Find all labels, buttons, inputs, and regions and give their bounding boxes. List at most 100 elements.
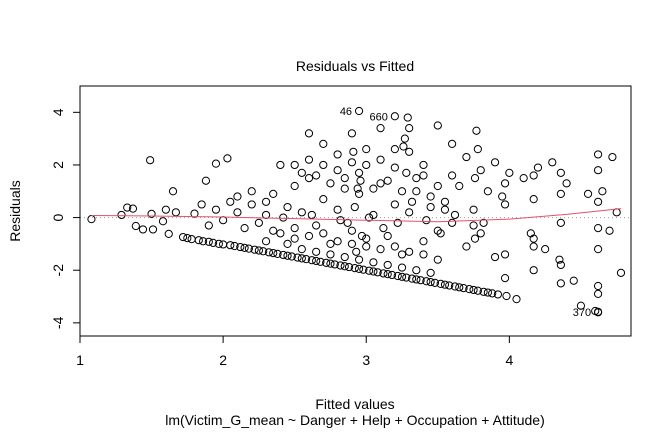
data-point-8 — [148, 225, 158, 234]
data-point-110 — [541, 245, 550, 254]
data-point-39 — [269, 249, 278, 258]
data-point-170 — [426, 202, 435, 212]
data-point-159 — [347, 226, 357, 235]
data-point-199 — [376, 155, 385, 164]
data-point-253 — [399, 142, 408, 151]
data-point-243 — [379, 224, 388, 233]
data-point-148 — [269, 189, 278, 198]
data-point-259 — [469, 221, 478, 230]
data-point-198 — [369, 184, 378, 193]
data-point-169 — [419, 237, 428, 246]
data-point-247 — [357, 231, 367, 241]
data-point-167 — [405, 208, 414, 217]
data-point-24 — [214, 239, 223, 248]
data-point-83 — [426, 277, 435, 287]
data-point-67 — [369, 267, 378, 276]
data-point-59 — [340, 262, 349, 271]
data-point-114 — [569, 276, 578, 285]
data-point-28 — [230, 241, 239, 251]
data-point-212 — [283, 239, 292, 248]
data-point-36 — [259, 247, 268, 256]
data-point-23 — [211, 159, 221, 168]
data-point-26 — [223, 154, 232, 163]
data-point-229 — [405, 247, 414, 256]
data-point-69 — [376, 124, 385, 133]
data-point-52 — [316, 257, 325, 266]
data-point-249 — [356, 176, 365, 185]
data-point-47 — [297, 254, 306, 263]
smooth-trend-line — [91, 208, 622, 223]
data-point-173 — [448, 218, 457, 227]
annotation-46: 46 — [340, 106, 352, 118]
data-point-220 — [340, 252, 349, 262]
data-point-55 — [326, 259, 335, 268]
data-point-129 — [593, 289, 603, 298]
data-point-60 — [344, 262, 354, 272]
data-point-227 — [390, 242, 399, 251]
data-point-206 — [426, 192, 435, 201]
y-axis-label: Residuals — [7, 180, 23, 241]
data-point-196 — [354, 168, 364, 177]
data-point-75 — [397, 272, 407, 281]
data-point-122 — [616, 268, 626, 277]
data-point-197 — [362, 160, 371, 170]
data-point-96 — [473, 286, 482, 295]
data-point-40 — [273, 249, 282, 258]
data-point-153 — [304, 174, 314, 183]
x-tick-label-1: 1 — [76, 352, 84, 368]
data-point-97 — [476, 166, 485, 175]
data-point-164 — [383, 231, 392, 241]
data-point-202 — [397, 187, 407, 196]
y-tick-label--4: -4 — [50, 316, 66, 329]
data-point-64 — [359, 265, 368, 274]
data-point-251 — [353, 184, 362, 193]
data-point-54 — [322, 258, 331, 267]
data-point-162 — [369, 210, 378, 220]
data-point-79 — [412, 275, 421, 284]
data-point-21 — [204, 237, 213, 246]
data-point-193 — [333, 150, 342, 159]
data-point-179 — [490, 252, 500, 262]
data-point-71 — [383, 270, 392, 279]
data-point-154 — [312, 221, 321, 230]
data-point-131 — [556, 168, 565, 177]
data-point-123 — [593, 150, 603, 159]
data-point-219 — [333, 237, 342, 246]
data-point-32 — [244, 244, 253, 253]
y-tick-label--2: -2 — [50, 264, 66, 277]
data-point-86 — [436, 279, 445, 288]
x-tick-label-2: 2 — [219, 352, 227, 368]
data-point-118 — [598, 187, 607, 196]
data-point-175 — [462, 242, 471, 251]
data-point-180 — [233, 208, 242, 217]
data-point-210 — [261, 237, 271, 246]
data-point-144 — [500, 274, 510, 283]
data-point-27 — [226, 241, 235, 250]
data-point-44 — [287, 252, 296, 261]
data-point-257 — [473, 145, 482, 154]
data-point-182 — [226, 197, 235, 206]
data-point-50 — [307, 256, 316, 265]
data-point-233 — [433, 226, 442, 235]
data-point-254 — [403, 113, 412, 122]
data-point-156 — [326, 239, 335, 248]
data-point-103 — [498, 192, 507, 201]
data-point-84 — [430, 278, 440, 287]
data-point-16 — [187, 235, 196, 244]
data-point-85 — [433, 121, 442, 130]
data-point-228 — [397, 263, 407, 272]
data-point-31 — [240, 243, 249, 252]
data-point-226 — [383, 260, 392, 270]
data-point-140 — [529, 266, 538, 275]
data-point-72 — [387, 270, 397, 280]
data-point-29 — [233, 192, 242, 201]
data-point-225 — [376, 245, 385, 254]
data-point-142 — [500, 200, 510, 209]
data-point-112 — [555, 255, 564, 264]
data-point-18 — [194, 236, 203, 245]
y-tick-label-2: 2 — [50, 161, 66, 169]
data-point-107 — [519, 174, 528, 183]
data-point-100 — [488, 289, 497, 298]
data-point-43 — [283, 251, 292, 260]
data-point-176 — [469, 205, 478, 214]
